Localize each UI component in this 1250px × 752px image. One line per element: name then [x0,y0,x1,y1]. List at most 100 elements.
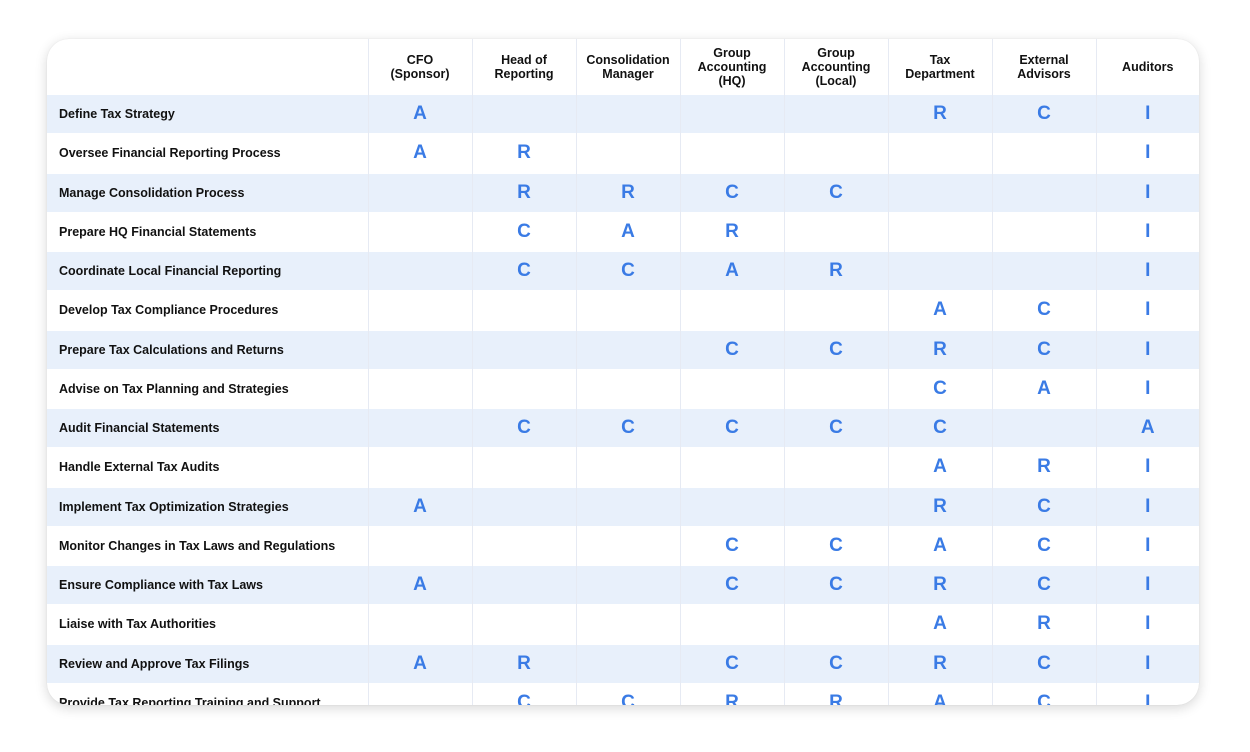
role-header: Tax Department [887,39,992,95]
raci-cell: R [575,172,680,213]
table-row: Prepare Tax Calculations and Returns C C R C… [47,329,1199,370]
raci-cell [367,525,472,566]
task-label: Ensure Compliance with Tax Laws [47,564,368,605]
raci-cell [783,133,888,173]
raci-cell [575,368,680,409]
raci-cell: C [679,564,784,605]
raci-cell [367,211,472,252]
raci-cell: I [1095,564,1199,605]
task-label: Review and Approve Tax Filings [47,643,368,684]
task-label: Prepare Tax Calculations and Returns [47,329,368,370]
raci-cell [575,93,680,134]
raci-cell: C [991,329,1096,370]
raci-cell: A [887,525,992,566]
raci-cell: C [783,643,888,684]
table-row: Coordinate Local Financial Reporting C C A R… [47,250,1199,291]
raci-cell [679,290,784,330]
task-label: Manage Consolidation Process [47,172,368,213]
raci-cell: C [783,525,888,566]
role-header: Group Accounting (Local) [783,39,888,95]
raci-cell [575,290,680,330]
raci-cell [887,133,992,173]
raci-cell [783,93,888,134]
raci-cell [575,486,680,527]
table-row: Manage Consolidation Process R R C C I [47,172,1199,213]
task-label: Define Tax Strategy [47,93,368,134]
raci-cell: I [1095,93,1199,134]
raci-cell [783,447,888,487]
raci-cell [575,133,680,173]
raci-cell [367,368,472,409]
raci-cell: C [783,407,888,448]
raci-cell: A [991,368,1096,409]
raci-cell: I [1095,447,1199,487]
raci-cell [575,447,680,487]
table-row: Liaise with Tax Authorities A R I [47,604,1199,644]
raci-cell: R [471,133,576,173]
raci-cell [783,211,888,252]
raci-cell: C [991,486,1096,527]
raci-cell: C [887,368,992,409]
table-row: Audit Financial Statements C C C C C A [47,407,1199,448]
raci-cell: I [1095,643,1199,684]
raci-cell [783,604,888,644]
task-label: Handle External Tax Audits [47,447,368,487]
table-row: Define Tax Strategy A R C I [47,93,1199,134]
raci-cell: A [887,682,992,705]
table-row: Handle External Tax Audits A R I [47,447,1199,487]
raci-cell: C [679,525,784,566]
raci-cell: A [367,93,472,134]
raci-cell: C [991,525,1096,566]
raci-cell [783,290,888,330]
task-label: Oversee Financial Reporting Process [47,133,368,173]
raci-cell: R [471,643,576,684]
raci-cell: C [679,407,784,448]
raci-cell [471,329,576,370]
raci-cell: C [471,407,576,448]
table-row: Advise on Tax Planning and Strategies C A I [47,368,1199,409]
raci-cell [679,368,784,409]
raci-cell: C [991,290,1096,330]
raci-cell [471,564,576,605]
task-label: Coordinate Local Financial Reporting [47,250,368,291]
raci-cell: I [1095,682,1199,705]
raci-cell [991,133,1096,173]
raci-cell: C [575,250,680,291]
raci-cell: A [679,250,784,291]
raci-cell [575,525,680,566]
raci-cell: A [367,133,472,173]
table-row: Monitor Changes in Tax Laws and Regulati… [47,525,1199,566]
raci-cell: R [887,564,992,605]
raci-cell [575,329,680,370]
task-label: Advise on Tax Planning and Strategies [47,368,368,409]
raci-cell [991,211,1096,252]
raci-cell: C [679,643,784,684]
raci-cell: C [991,93,1096,134]
raci-cell: C [991,643,1096,684]
raci-cell: C [991,682,1096,705]
raci-cell: A [887,604,992,644]
role-header-label: CFO (Sponsor) [390,52,450,81]
raci-cell: R [991,604,1096,644]
task-label: Audit Financial Statements [47,407,368,448]
raci-cell [991,172,1096,213]
role-header: CFO (Sponsor) [367,39,472,95]
role-header: Consolidation Manager [575,39,680,95]
raci-cell [991,250,1096,291]
task-label: Monitor Changes in Tax Laws and Regulati… [47,525,368,566]
raci-cell [367,682,472,705]
raci-cell [471,290,576,330]
raci-cell: R [783,250,888,291]
raci-cell: I [1095,486,1199,527]
raci-cell: I [1095,211,1199,252]
raci-cell [575,604,680,644]
role-header-label: Tax Department [905,52,975,81]
raci-cell [679,447,784,487]
raci-cell: C [783,329,888,370]
raci-matrix-card: CFO (Sponsor) Head of Reporting Consolid… [47,39,1199,705]
raci-cell [367,172,472,213]
task-label: Prepare HQ Financial Statements [47,211,368,252]
role-header-label: Group Accounting (Local) [801,45,871,88]
raci-cell: A [367,564,472,605]
raci-cell [471,486,576,527]
